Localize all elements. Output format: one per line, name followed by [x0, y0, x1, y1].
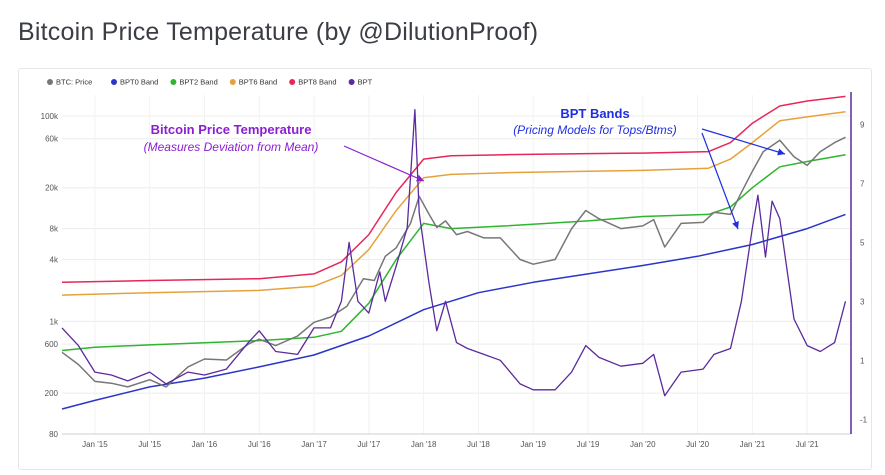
series-line-bpt2-band: [61, 153, 846, 352]
series-line-bpt0-band: [61, 213, 846, 410]
x-tick-label: Jan '20: [630, 440, 656, 449]
legend-item-bpt[interactable]: BPT: [348, 78, 373, 87]
y-left-tick-label: 200: [45, 389, 59, 398]
annotation-temperature: Bitcoin Price Temperature (Measures Devia…: [144, 122, 425, 182]
legend-swatch: [348, 79, 355, 85]
legend-item-bpt0-band[interactable]: BPT0 Band: [111, 78, 158, 87]
annotation-subtitle: (Measures Deviation from Mean): [144, 140, 319, 154]
legend-item-btc-price[interactable]: BTC: Price: [47, 78, 92, 87]
y-right-tick-label: 7: [860, 179, 865, 188]
y-left-tick-label: 100k: [41, 112, 59, 121]
y-left-tick-label: 20k: [45, 184, 59, 193]
y-left-tick-label: 4k: [50, 256, 59, 265]
legend-label: BPT6 Band: [239, 78, 277, 87]
annotation-title: BPT Bands: [560, 106, 629, 121]
chart-legend: BTC: Price BPT0 Band BPT2 Band BPT6 Band BPT…: [47, 78, 373, 87]
annotation-title: Bitcoin Price Temperature: [151, 122, 312, 137]
legend-swatch: [229, 79, 236, 85]
y-left-tick-label: 600: [45, 340, 59, 349]
legend-swatch: [47, 79, 53, 85]
legend-label: BPT0 Band: [120, 78, 158, 87]
legend-swatch: [111, 79, 117, 85]
x-tick-label: Jan '18: [411, 440, 437, 449]
chart-series: [61, 95, 847, 410]
legend-item-bpt2-band[interactable]: BPT2 Band: [170, 78, 218, 87]
series-line-bpt8-band: [61, 95, 846, 284]
annotation-arrow: [701, 132, 739, 230]
legend-label: BPT2 Band: [179, 78, 217, 87]
x-tick-label: Jul '18: [467, 440, 490, 449]
annotation-arrow: [343, 145, 425, 182]
legend-item-bpt6-band[interactable]: BPT6 Band: [229, 78, 277, 87]
x-tick-label: Jul '17: [357, 440, 380, 449]
x-tick-label: Jan '16: [192, 440, 218, 449]
x-tick-label: Jul '19: [577, 440, 600, 449]
x-tick-label: Jan '15: [82, 440, 108, 449]
y-right-tick-label: -1: [860, 415, 868, 424]
legend-label: BPT8 Band: [298, 78, 336, 87]
y-right-tick-label: 1: [860, 356, 865, 365]
y-left-tick-label: 1k: [50, 317, 59, 326]
y-left-tick-label: 60k: [45, 135, 59, 144]
annotation-bands: BPT Bands (Pricing Models for Tops/Btms): [513, 106, 786, 230]
x-tick-label: Jul '16: [248, 440, 271, 449]
series-line-bpt: [61, 109, 847, 397]
y-left-tick-label: 8k: [50, 225, 59, 234]
page-title: Bitcoin Price Temperature (by @DilutionP…: [18, 18, 539, 46]
series-line-bpt6-band: [61, 110, 846, 296]
y-right-tick-label: 3: [860, 297, 865, 306]
legend-item-bpt8-band[interactable]: BPT8 Band: [289, 78, 337, 87]
x-tick-label: Jul '15: [138, 440, 161, 449]
x-tick-label: Jul '20: [686, 440, 709, 449]
legend-swatch: [170, 79, 177, 85]
legend-label: BTC: Price: [56, 78, 92, 87]
series-line-btc-price: [61, 136, 846, 388]
legend-swatch: [289, 79, 296, 85]
chart-card: [18, 68, 872, 470]
y-right-tick-label: 5: [860, 238, 865, 247]
annotation-arrow: [701, 128, 786, 156]
x-tick-label: Jul '21: [796, 440, 819, 449]
y-left-tick-label: 80: [49, 430, 58, 439]
chart-grid: [62, 95, 851, 435]
chart-annotations: Bitcoin Price Temperature (Measures Devia…: [144, 106, 786, 230]
y-right-tick-label: 9: [860, 120, 865, 129]
x-tick-label: Jan '17: [301, 440, 327, 449]
x-tick-label: Jan '19: [520, 440, 546, 449]
legend-label: BPT: [358, 78, 373, 87]
x-tick-label: Jan '21: [740, 440, 766, 449]
annotation-subtitle: (Pricing Models for Tops/Btms): [513, 123, 677, 137]
chart-axes: 100k 60k 20k 8k 4k 1k 600 200 80 9 7 5 3 1 -1 Jan '15 Ju…: [41, 92, 868, 449]
